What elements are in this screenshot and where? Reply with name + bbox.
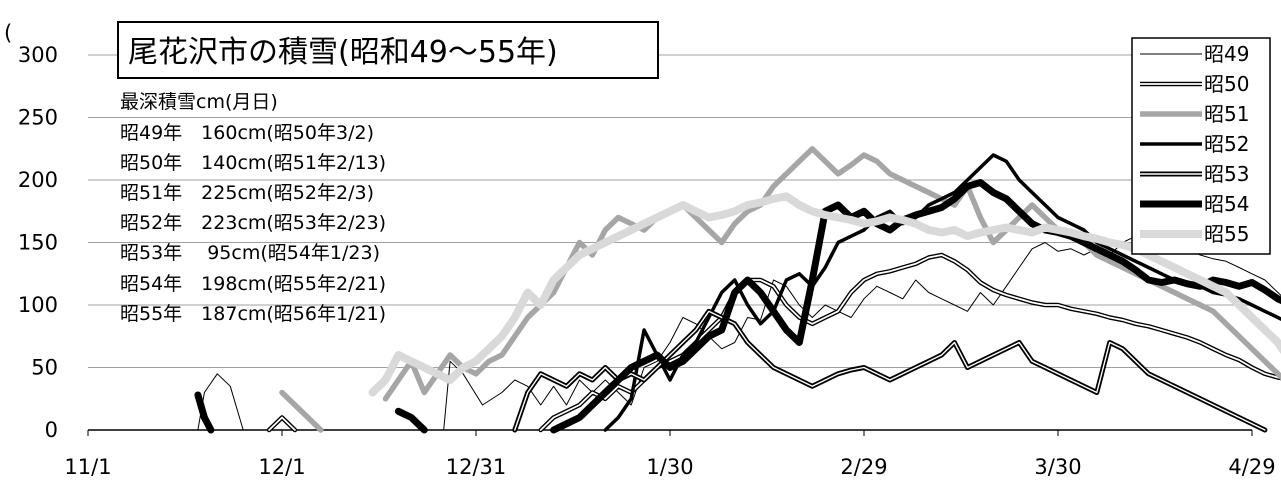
legend-item: 昭49 — [1140, 42, 1249, 66]
x-tick-label: 12/1 — [258, 455, 305, 479]
legend-label: 昭50 — [1204, 72, 1249, 96]
legend-item: 昭55 — [1140, 222, 1249, 246]
legend-label: 昭52 — [1204, 132, 1249, 156]
series-line — [368, 192, 1281, 397]
note-line: 昭54年 198cm(昭55年2/21) — [120, 273, 386, 295]
x-axis-ticks: 11/1 12/1 12/31 1/30 2/29 3/30 4/29 — [64, 430, 1276, 479]
notes-heading: 最深積雪cm(月日) — [120, 91, 278, 113]
max-depth-notes: 最深積雪cm(月日) 昭49年 160cm(昭50年3/2) 昭50年 140c… — [120, 91, 386, 325]
series-line — [194, 391, 215, 434]
series-layer — [194, 146, 1281, 434]
legend-label: 昭53 — [1204, 162, 1249, 186]
note-line: 昭53年 95cm(昭54年1/23) — [120, 242, 380, 264]
series-line — [394, 407, 428, 434]
x-tick-label: 1/30 — [646, 455, 693, 479]
series-昭54 — [194, 179, 1281, 434]
legend-item: 昭53 — [1140, 162, 1249, 186]
y-tick-label: 150 — [18, 231, 58, 255]
y-tick-label: 100 — [18, 293, 58, 317]
x-tick-label: 4/29 — [1228, 455, 1275, 479]
legend: 昭49 昭50 昭51 昭52 昭53 昭54 昭55 — [1140, 42, 1249, 246]
y-tick-label: 250 — [18, 106, 58, 130]
legend-item: 昭51 — [1140, 102, 1249, 126]
chart-title: 尾花沢市の積雪(昭和49〜55年) — [128, 35, 558, 70]
legend-label: 昭49 — [1204, 42, 1249, 66]
note-line: 昭55年 187cm(昭56年1/21) — [120, 303, 386, 325]
x-tick-label: 2/29 — [840, 455, 887, 479]
legend-item: 昭54 — [1140, 192, 1249, 216]
x-tick-label: 11/1 — [64, 455, 111, 479]
x-tick-label: 3/30 — [1034, 455, 1081, 479]
legend-label: 昭51 — [1204, 102, 1249, 126]
note-line: 昭50年 140cm(昭51年2/13) — [120, 152, 386, 174]
series-昭55 — [368, 192, 1281, 397]
note-line: 昭52年 223cm(昭53年2/23) — [120, 212, 386, 234]
series-line — [268, 416, 296, 431]
legend-box — [1131, 37, 1271, 255]
series-line — [550, 179, 1281, 434]
y-tick-label: 300 — [18, 43, 58, 67]
y-tick-label: 0 — [45, 418, 58, 442]
y-unit-fragment: ( — [4, 21, 12, 45]
note-line: 昭51年 225cm(昭52年2/3) — [120, 182, 374, 204]
note-line: 昭49年 160cm(昭50年3/2) — [120, 122, 374, 144]
x-tick-label: 12/31 — [446, 455, 507, 479]
series-line — [279, 389, 324, 433]
legend-label: 昭54 — [1204, 192, 1249, 216]
chart-title-box — [117, 21, 659, 79]
y-axis-ticks: 0 50 100 150 200 250 300 — [18, 43, 58, 442]
series-昭53 — [512, 308, 1268, 433]
legend-item: 昭52 — [1140, 132, 1249, 156]
legend-label: 昭55 — [1204, 222, 1249, 246]
y-tick-label: 50 — [31, 356, 58, 380]
y-tick-label: 200 — [18, 168, 58, 192]
series-line — [514, 310, 1266, 431]
legend-item: 昭50 — [1140, 72, 1249, 96]
